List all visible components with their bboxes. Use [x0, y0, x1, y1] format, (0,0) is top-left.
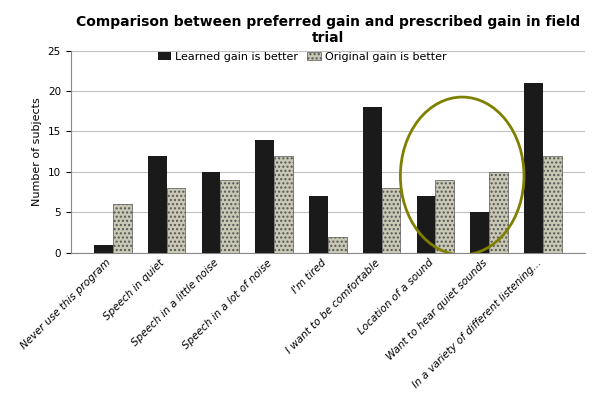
Bar — [382, 188, 400, 253]
Title: Comparison between preferred gain and prescribed gain in field
trial: Comparison between preferred gain and pr… — [76, 15, 580, 45]
Bar — [94, 245, 113, 253]
Bar — [524, 83, 543, 253]
Bar — [148, 156, 167, 253]
Bar — [113, 204, 131, 253]
Bar — [363, 107, 382, 253]
Bar — [202, 172, 220, 253]
Legend: Learned gain is better, Original gain is better: Learned gain is better, Original gain is… — [158, 52, 446, 62]
Bar — [220, 180, 239, 253]
Bar — [328, 237, 347, 253]
Y-axis label: Number of subjects: Number of subjects — [32, 97, 42, 206]
Bar — [489, 172, 508, 253]
Bar — [167, 188, 185, 253]
Bar — [470, 212, 489, 253]
Bar — [274, 156, 293, 253]
Bar — [436, 180, 454, 253]
Bar — [255, 140, 274, 253]
Bar — [416, 196, 436, 253]
Bar — [309, 196, 328, 253]
Bar — [543, 156, 562, 253]
